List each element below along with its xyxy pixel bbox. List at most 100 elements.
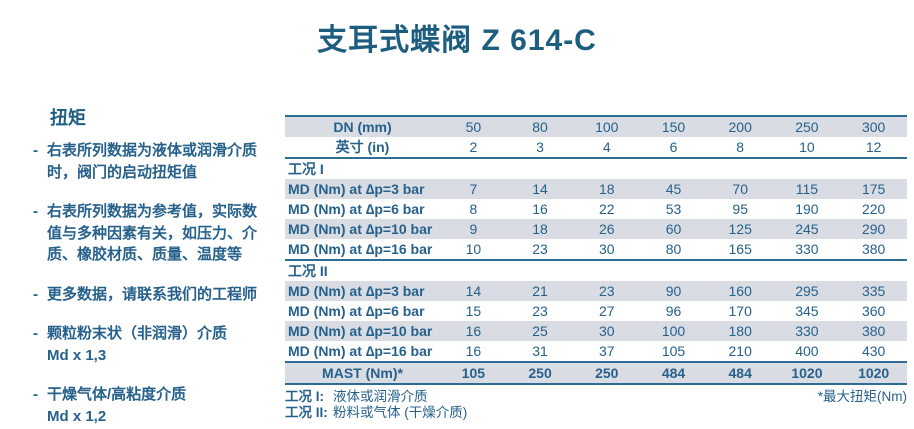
torque-table-area: DN (mm) 50 80 100 150 200 250 300 英寸 (in) 2 3 4 6 8 10…: [285, 115, 907, 429]
note-formula: Md x 1,3: [47, 346, 107, 364]
cell-value: 27: [598, 303, 615, 319]
cell-value: 4: [602, 139, 611, 155]
note-text: 右表所列数据为参考值，实际数值与多种因素有关，如压力、介质、橡胶材质、质量、温度…: [47, 203, 258, 263]
dn-header-row: DN (mm) 50 80 100 150 200 250 300: [285, 117, 907, 137]
row-label: MD (Nm) at ∆p=10 bar: [288, 221, 433, 237]
cell-value: 360: [861, 303, 886, 319]
data-row: MD (Nm) at ∆p=16 bar 10 23 30 80 165 330 380: [285, 239, 907, 259]
notes-list: - 右表所列数据为液体或润滑介质时，阀门的启动扭矩值 - 右表所列数据为参考值，实际数…: [33, 140, 285, 427]
data-row: MD (Nm) at ∆p=6 bar 8 16 22 53 95 190 220: [285, 199, 907, 219]
cell-value: 484: [728, 365, 752, 381]
row-label: MAST (Nm)*: [322, 365, 403, 381]
cell-value: 400: [795, 343, 819, 359]
footnote-line: 工况 I: 液体或润滑介质: [285, 389, 467, 405]
cell-value: 430: [861, 343, 886, 359]
note-item: - 更多数据，请联系我们的工程师: [33, 284, 285, 306]
cell-value: 95: [732, 201, 748, 217]
note-formula: Md x 1,2: [47, 407, 107, 425]
cell-value: 22: [598, 201, 615, 217]
bullet-marker: -: [33, 203, 38, 220]
cell-value: 220: [861, 201, 886, 217]
cell-value: 250: [795, 119, 819, 135]
cell-value: 160: [728, 283, 752, 299]
cell-value: 8: [736, 139, 745, 155]
torque-heading: 扭矩: [50, 108, 86, 128]
cell-value: 100: [661, 323, 686, 339]
note-text: 干燥气体/高粘度介质: [47, 386, 187, 403]
condition-legend: 工况 I: 液体或润滑介质 工况 II: 粉料或气体 (干燥介质): [285, 389, 467, 421]
cell-value: 15: [465, 303, 482, 319]
note-item: - 颗粒粉末状（非润滑）介质 Md x 1,3: [33, 323, 285, 366]
cell-value: 50: [465, 119, 482, 135]
cell-value: 30: [598, 323, 615, 339]
cell-value: 250: [595, 365, 619, 381]
cell-value: 330: [795, 241, 819, 257]
section-header-row: 工况 II: [285, 259, 907, 281]
note-text: 更多数据，请联系我们的工程师: [47, 285, 258, 303]
cell-value: 12: [865, 139, 882, 155]
cell-value: 180: [728, 323, 752, 339]
note-text-wrap: 更多数据，请联系我们的工程师: [47, 284, 263, 306]
condition-text: 液体或润滑介质: [333, 389, 428, 404]
note-item: - 干燥气体/高粘度介质 Md x 1,2: [33, 384, 285, 427]
note-text-wrap: 右表所列数据为参考值，实际数值与多种因素有关，如压力、介质、橡胶材质、质量、温度…: [47, 201, 263, 266]
note-text: 右表所列数据为液体或润滑介质时，阀门的启动扭矩值: [47, 142, 258, 181]
cell-value: 70: [732, 181, 748, 197]
cell-value: 45: [665, 181, 682, 197]
content-area: 扭矩 - 右表所列数据为液体或润滑介质时，阀门的启动扭矩值 - 右表所列数据为参考值，…: [0, 108, 914, 429]
section-title: 工况 I: [288, 161, 324, 177]
condition-text: 粉料或气体 (干燥介质): [333, 405, 468, 420]
cell-value: 290: [861, 221, 886, 237]
row-label: MD (Nm) at ∆p=16 bar: [288, 241, 433, 257]
cell-value: 125: [728, 221, 752, 237]
data-row: MD (Nm) at ∆p=3 bar 7 14 18 45 70 115 175: [285, 179, 907, 199]
section-title: 工况 II: [288, 263, 328, 279]
cell-value: 330: [795, 323, 819, 339]
cell-value: 14: [532, 181, 548, 197]
cell-value: 18: [598, 181, 615, 197]
cell-value: 9: [469, 221, 478, 237]
note-item: - 右表所列数据为液体或润滑介质时，阀门的启动扭矩值: [33, 140, 285, 183]
note-text-wrap: 右表所列数据为液体或润滑介质时，阀门的启动扭矩值: [47, 140, 263, 183]
cell-value: 100: [595, 119, 619, 135]
note-text-wrap: 干燥气体/高粘度介质 Md x 1,2: [47, 384, 263, 427]
cell-value: 16: [465, 343, 482, 359]
bullet-marker: -: [33, 285, 38, 303]
row-label: MD (Nm) at ∆p=3 bar: [288, 283, 425, 299]
cell-value: 380: [861, 323, 886, 339]
cell-value: 150: [661, 119, 686, 135]
cell-value: 335: [861, 283, 886, 299]
cell-value: 80: [532, 119, 548, 135]
table-footnotes: 工况 I: 液体或润滑介质 工况 II: 粉料或气体 (干燥介质) *最大扭矩(Nm): [285, 389, 907, 421]
cell-value: 200: [728, 119, 752, 135]
cell-value: 23: [532, 241, 548, 257]
bullet-marker: -: [33, 386, 38, 403]
cell-value: 300: [861, 119, 886, 135]
cell-value: 190: [795, 201, 819, 217]
data-row: MD (Nm) at ∆p=10 bar 9 18 26 60 125 245 290: [285, 219, 907, 239]
sidebar-notes: 扭矩 - 右表所列数据为液体或润滑介质时，阀门的启动扭矩值 - 右表所列数据为参考值，…: [0, 108, 285, 429]
cell-value: 250: [528, 365, 552, 381]
cell-value: 21: [532, 283, 548, 299]
cell-value: 16: [532, 201, 548, 217]
cell-value: 14: [465, 283, 482, 299]
cell-value: 1020: [858, 365, 890, 381]
cell-value: 53: [665, 201, 682, 217]
cell-value: 96: [665, 303, 682, 319]
data-row: MD (Nm) at ∆p=6 bar 15 23 27 96 170 345 360: [285, 301, 907, 321]
cell-value: 2: [469, 139, 478, 155]
inch-header-row: 英寸 (in) 2 3 4 6 8 10 12: [285, 137, 907, 159]
cell-value: 16: [465, 323, 482, 339]
condition-label: 工况 II:: [285, 405, 328, 420]
cell-value: 3: [536, 139, 544, 155]
row-label: MD (Nm) at ∆p=6 bar: [288, 303, 425, 319]
cell-value: 7: [469, 181, 478, 197]
cell-value: 10: [799, 139, 815, 155]
cell-value: 245: [795, 221, 819, 237]
cell-value: 8: [469, 201, 478, 217]
bullet-marker: -: [33, 325, 38, 342]
cell-value: 380: [861, 241, 886, 257]
torque-table: DN (mm) 50 80 100 150 200 250 300 英寸 (in) 2 3 4 6 8 10…: [285, 115, 907, 385]
note-item: - 右表所列数据为参考值，实际数值与多种因素有关，如压力、介质、橡胶材质、质量、温…: [33, 201, 285, 266]
